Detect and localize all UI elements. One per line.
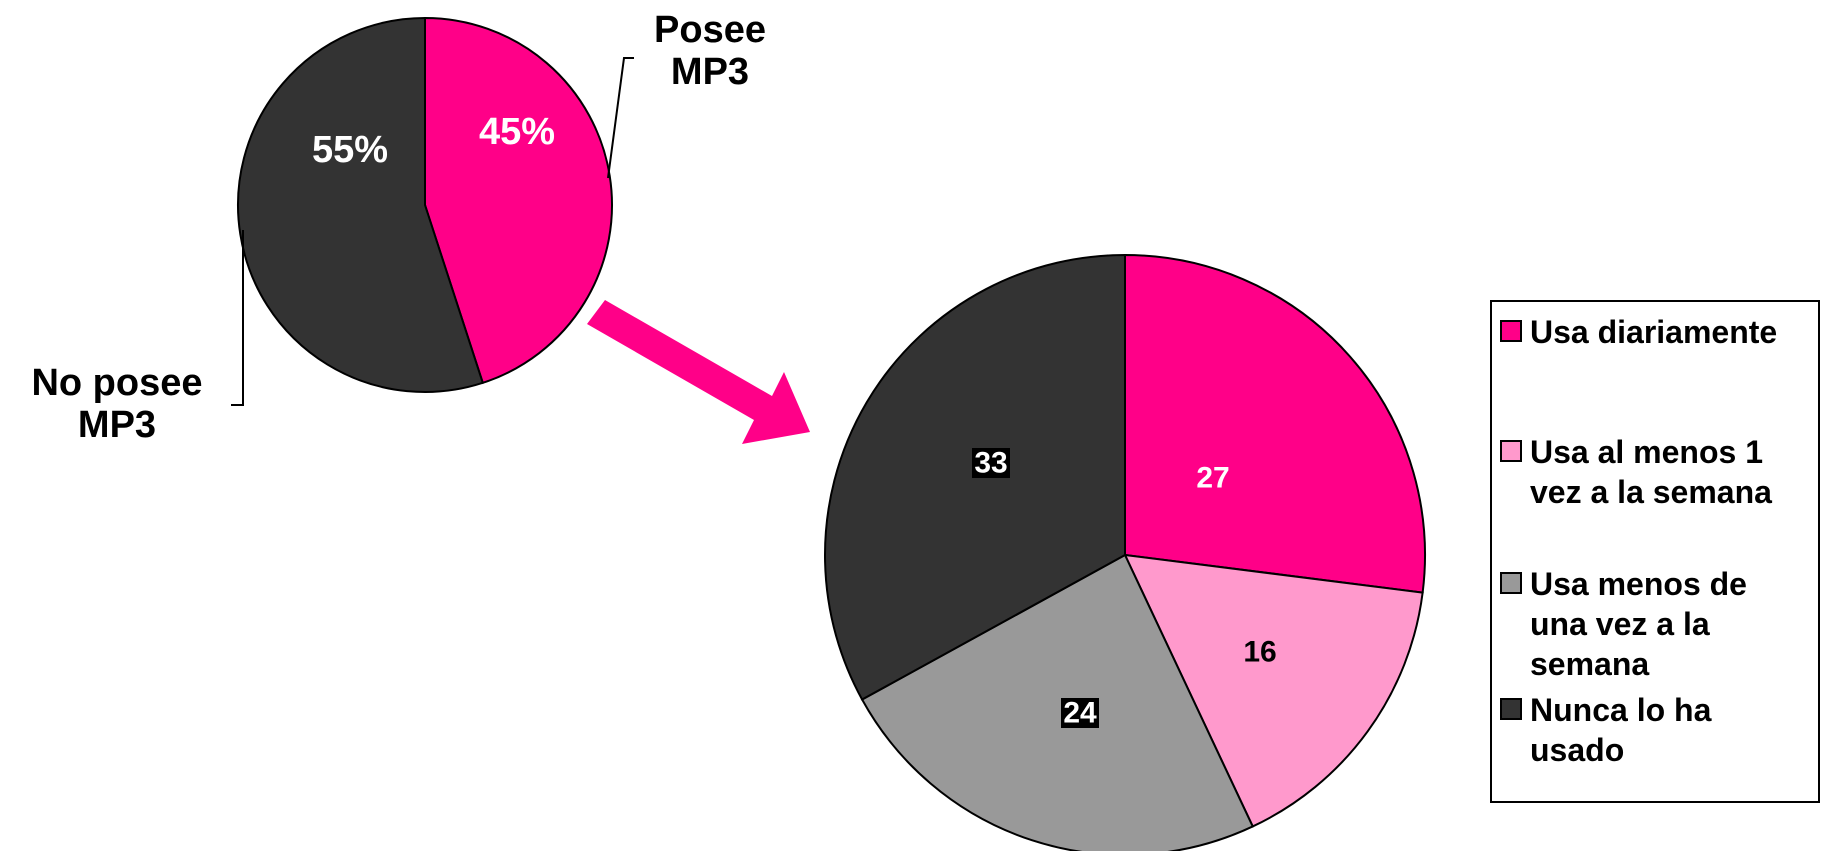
data-label-box <box>972 448 1010 478</box>
legend-label-line: Usa al menos 1 <box>1530 434 1763 470</box>
usage-pie: 27 16 24 33 <box>824 253 1426 851</box>
legend-label-line: Usa menos de <box>1530 566 1747 602</box>
pie-slice <box>1123 553 1424 828</box>
data-label: 55% <box>312 129 388 171</box>
legend-label: Usa diariamente <box>1530 312 1777 352</box>
legend-label-line: semana <box>1530 646 1650 682</box>
leader-line <box>231 230 244 406</box>
legend-swatch <box>1500 440 1522 462</box>
ownership-pie: 45% 55% <box>237 16 613 393</box>
legend-label-line: usado <box>1530 732 1625 768</box>
pie-slice <box>860 553 1255 851</box>
pie-slice <box>424 16 613 385</box>
legend-label-line: Usa diariamente <box>1530 314 1778 350</box>
legend-swatch <box>1500 698 1522 720</box>
data-label: 27 <box>1196 462 1229 495</box>
data-label: 24 <box>1063 697 1097 730</box>
leader-line <box>607 57 634 179</box>
legend-swatch <box>1500 320 1522 342</box>
label-posee-mp3: Posee <box>654 9 766 51</box>
legend-label-line: vez a la semana <box>1530 474 1772 510</box>
legend-label-line: una vez a la <box>1530 606 1710 642</box>
data-label: 33 <box>974 447 1007 480</box>
label-posee-mp3: MP3 <box>671 51 749 93</box>
legend-item: Usa menos de una vez a la semana <box>1500 564 1820 684</box>
arrow-icon <box>587 300 810 444</box>
label-no-posee-mp3: MP3 <box>78 404 156 446</box>
legend-item: Usa diariamente <box>1500 312 1820 352</box>
legend-label: Nunca lo ha usado <box>1530 690 1711 770</box>
legend-label-line: Nunca lo ha <box>1530 692 1712 728</box>
label-no-posee-mp3: No posee <box>31 362 202 404</box>
legend-item: Usa al menos 1 vez a la semana <box>1500 432 1820 512</box>
legend-label: Usa menos de una vez a la semana <box>1530 564 1747 684</box>
data-label: 16 <box>1243 636 1276 669</box>
legend-label: Usa al menos 1 vez a la semana <box>1530 432 1772 512</box>
data-label: 45% <box>479 111 555 153</box>
pie-slice <box>237 16 485 393</box>
legend-item: Nunca lo ha usado <box>1500 690 1820 770</box>
legend-swatch <box>1500 572 1522 594</box>
pie-slice <box>1124 253 1426 594</box>
legend: Usa diariamente Usa al menos 1 vez a la se… <box>1490 300 1820 803</box>
data-label-box <box>1061 698 1099 728</box>
